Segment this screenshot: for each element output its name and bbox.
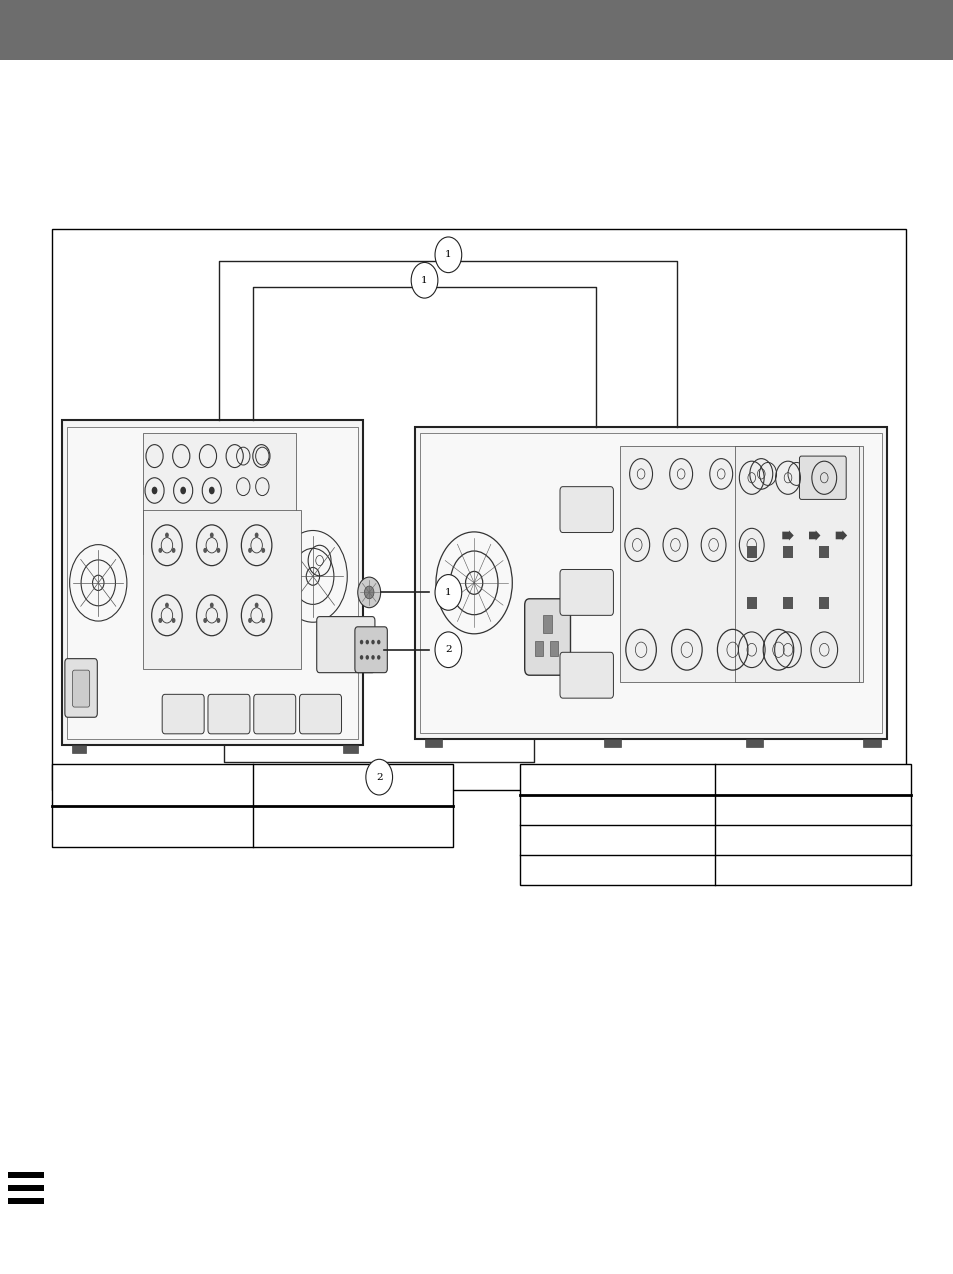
Circle shape (365, 759, 393, 795)
Bar (819, 596, 828, 609)
FancyBboxPatch shape (65, 659, 97, 717)
Bar (782, 596, 792, 609)
Circle shape (364, 586, 374, 599)
FancyBboxPatch shape (208, 694, 250, 734)
Circle shape (371, 655, 375, 660)
Circle shape (359, 655, 363, 660)
Bar (143, 433, 295, 554)
FancyBboxPatch shape (799, 456, 845, 499)
Bar (862, 739, 880, 747)
FancyArrow shape (808, 530, 820, 540)
Circle shape (203, 618, 207, 623)
FancyArrow shape (781, 530, 793, 540)
Bar (415, 427, 886, 739)
Text: 1: 1 (445, 587, 451, 598)
FancyBboxPatch shape (162, 694, 204, 734)
Bar (8, 1172, 44, 1178)
Bar (535, 641, 542, 656)
Bar (542, 615, 552, 633)
FancyBboxPatch shape (524, 599, 570, 675)
FancyArrow shape (835, 530, 846, 540)
Circle shape (359, 640, 363, 645)
FancyBboxPatch shape (253, 694, 295, 734)
Bar (746, 545, 756, 558)
Circle shape (216, 548, 220, 553)
Bar (343, 745, 357, 753)
Bar (71, 745, 86, 753)
Circle shape (152, 487, 157, 494)
FancyBboxPatch shape (299, 694, 341, 734)
Text: 2: 2 (445, 645, 451, 655)
Circle shape (248, 548, 252, 553)
Circle shape (435, 632, 461, 668)
Bar (745, 739, 762, 747)
Circle shape (165, 603, 169, 608)
Circle shape (261, 548, 265, 553)
Bar (8, 1185, 44, 1191)
Text: 2: 2 (375, 772, 382, 782)
Circle shape (210, 603, 213, 608)
Text: 1: 1 (421, 275, 427, 285)
Bar (8, 1198, 44, 1204)
Text: 1: 1 (445, 250, 451, 260)
Circle shape (371, 640, 375, 645)
Circle shape (357, 577, 380, 608)
Circle shape (365, 640, 369, 645)
Bar (619, 446, 862, 682)
Circle shape (210, 533, 213, 538)
FancyBboxPatch shape (72, 670, 90, 707)
Circle shape (254, 603, 258, 608)
Bar (419, 433, 882, 733)
Bar (143, 510, 300, 669)
FancyBboxPatch shape (316, 617, 375, 673)
Circle shape (165, 533, 169, 538)
Circle shape (435, 575, 461, 610)
Bar (0, 0, 953, 60)
Circle shape (411, 262, 437, 298)
Bar (603, 739, 620, 747)
Bar (62, 420, 362, 745)
Bar (734, 446, 858, 682)
Circle shape (180, 487, 186, 494)
Circle shape (203, 548, 207, 553)
Circle shape (365, 655, 369, 660)
Bar (519, 764, 910, 885)
FancyBboxPatch shape (559, 652, 613, 698)
FancyBboxPatch shape (559, 487, 613, 533)
Circle shape (435, 237, 461, 273)
Bar (52, 764, 453, 847)
Circle shape (209, 487, 214, 494)
Circle shape (172, 618, 175, 623)
Circle shape (261, 618, 265, 623)
Circle shape (158, 618, 162, 623)
Bar (819, 545, 828, 558)
Bar (746, 596, 756, 609)
Bar (67, 427, 357, 739)
Circle shape (172, 548, 175, 553)
Bar (782, 545, 792, 558)
Circle shape (248, 618, 252, 623)
Circle shape (254, 533, 258, 538)
Circle shape (158, 548, 162, 553)
Bar (424, 739, 441, 747)
Bar (550, 641, 558, 656)
FancyBboxPatch shape (559, 569, 613, 615)
FancyBboxPatch shape (355, 627, 387, 673)
Bar (52, 229, 905, 790)
Circle shape (376, 640, 380, 645)
Circle shape (376, 655, 380, 660)
Circle shape (216, 618, 220, 623)
